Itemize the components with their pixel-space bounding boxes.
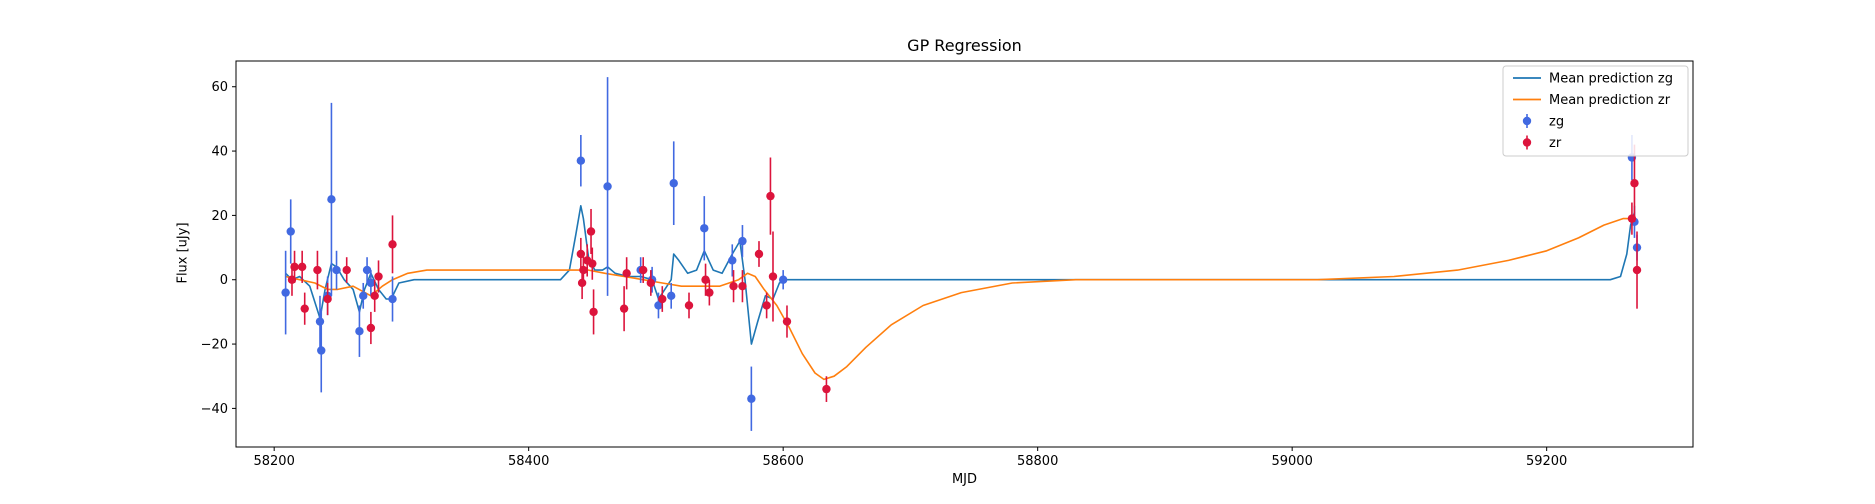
chart-title: GP Regression [907,36,1022,55]
legend-label-mean-prediction-zg: Mean prediction zg [1549,72,1673,87]
data-point-zr-7 [366,323,376,333]
data-point-zg-3 [317,346,326,355]
legend-label-mean-prediction-zr: Mean prediction zr [1549,93,1671,108]
data-point-zr-33 [822,384,831,394]
data-point-zg-22 [747,394,756,403]
data-point-zr-27 [738,281,747,291]
y-axis-label: Flux [uJy] [175,222,191,284]
data-point-zr-16 [588,259,597,268]
data-point-zr-19 [622,269,631,278]
legend-box [1502,65,1689,157]
y-tick-label--40: −40 [201,402,228,417]
data-point-zg-2 [315,317,325,326]
data-point-zg-12 [576,156,586,165]
data-point-zr-4 [313,265,322,275]
x-tick-label-59200: 59200 [1526,454,1567,469]
data-point-zr-9 [374,272,383,281]
data-point-zg-19 [700,224,709,233]
data-point-zr-22 [658,294,667,304]
y-tick-label-0: 0 [220,273,228,288]
data-point-zr-32 [782,317,792,326]
axes-frame [235,60,1694,448]
data-point-zg-20 [728,256,737,265]
data-point-zr-12 [577,278,587,288]
x-tick-label-58800: 58800 [1017,454,1058,469]
data-point-zr-24 [701,275,710,284]
data-point-zg-13 [603,182,612,191]
data-point-zr-6 [342,265,351,275]
data-point-zr-30 [766,191,775,201]
data-point-zr-26 [729,281,738,291]
data-point-zr-3 [300,304,309,313]
data-point-zr-23 [684,301,694,310]
data-point-zr-36 [1632,265,1642,275]
data-point-zg-7 [355,327,364,336]
data-point-zg-18 [669,179,678,188]
data-point-zg-16 [654,301,663,310]
data-point-zr-17 [589,307,598,317]
data-point-zr-2 [297,262,307,272]
y-tick-label-20: 20 [211,209,228,224]
y-tick-label-60: 60 [211,80,228,95]
data-point-zg-21 [738,236,747,246]
data-point-zg-8 [359,291,368,301]
x-tick-label-59000: 59000 [1271,454,1312,469]
data-point-zg-5 [327,195,336,204]
x-axis-label: MJD [951,472,978,487]
data-point-zr-5 [323,294,332,304]
data-point-zg-23 [778,275,788,284]
data-point-zg-11 [388,294,397,304]
y-tick-label--20: −20 [201,338,228,353]
x-tick-label-58600: 58600 [762,454,803,469]
x-tick-label-58200: 58200 [253,454,294,469]
x-tick-label-58400: 58400 [508,454,549,469]
data-point-zg-1 [286,227,295,236]
legend-swatch-zg [1522,116,1532,126]
data-point-zr-21 [646,278,656,288]
data-point-zg-17 [666,291,676,301]
y-tick-label-40: 40 [211,145,228,160]
data-point-zr-10 [388,240,397,249]
data-point-zg-9 [362,265,372,275]
data-point-zr-35 [1630,179,1639,188]
data-point-zr-31 [768,272,778,281]
data-point-zr-20 [638,265,648,275]
legend-label-zr: zr [1549,136,1562,151]
data-point-zr-29 [762,301,771,310]
data-point-zr-25 [705,288,714,297]
data-point-zr-28 [754,249,764,259]
series-line-zr [285,217,1635,381]
data-point-zr-8 [370,291,379,301]
legend-swatch-zr [1522,138,1532,147]
data-point-zg-10 [366,278,376,288]
data-point-zg-0 [281,288,290,297]
data-point-zr-18 [619,304,629,313]
data-point-zr-13 [579,265,588,275]
data-point-zr-1 [290,262,299,272]
series-line-zg [285,205,1636,345]
data-point-zg-6 [332,265,341,275]
data-point-zr-15 [586,227,596,236]
legend-label-zg: zg [1549,115,1564,130]
